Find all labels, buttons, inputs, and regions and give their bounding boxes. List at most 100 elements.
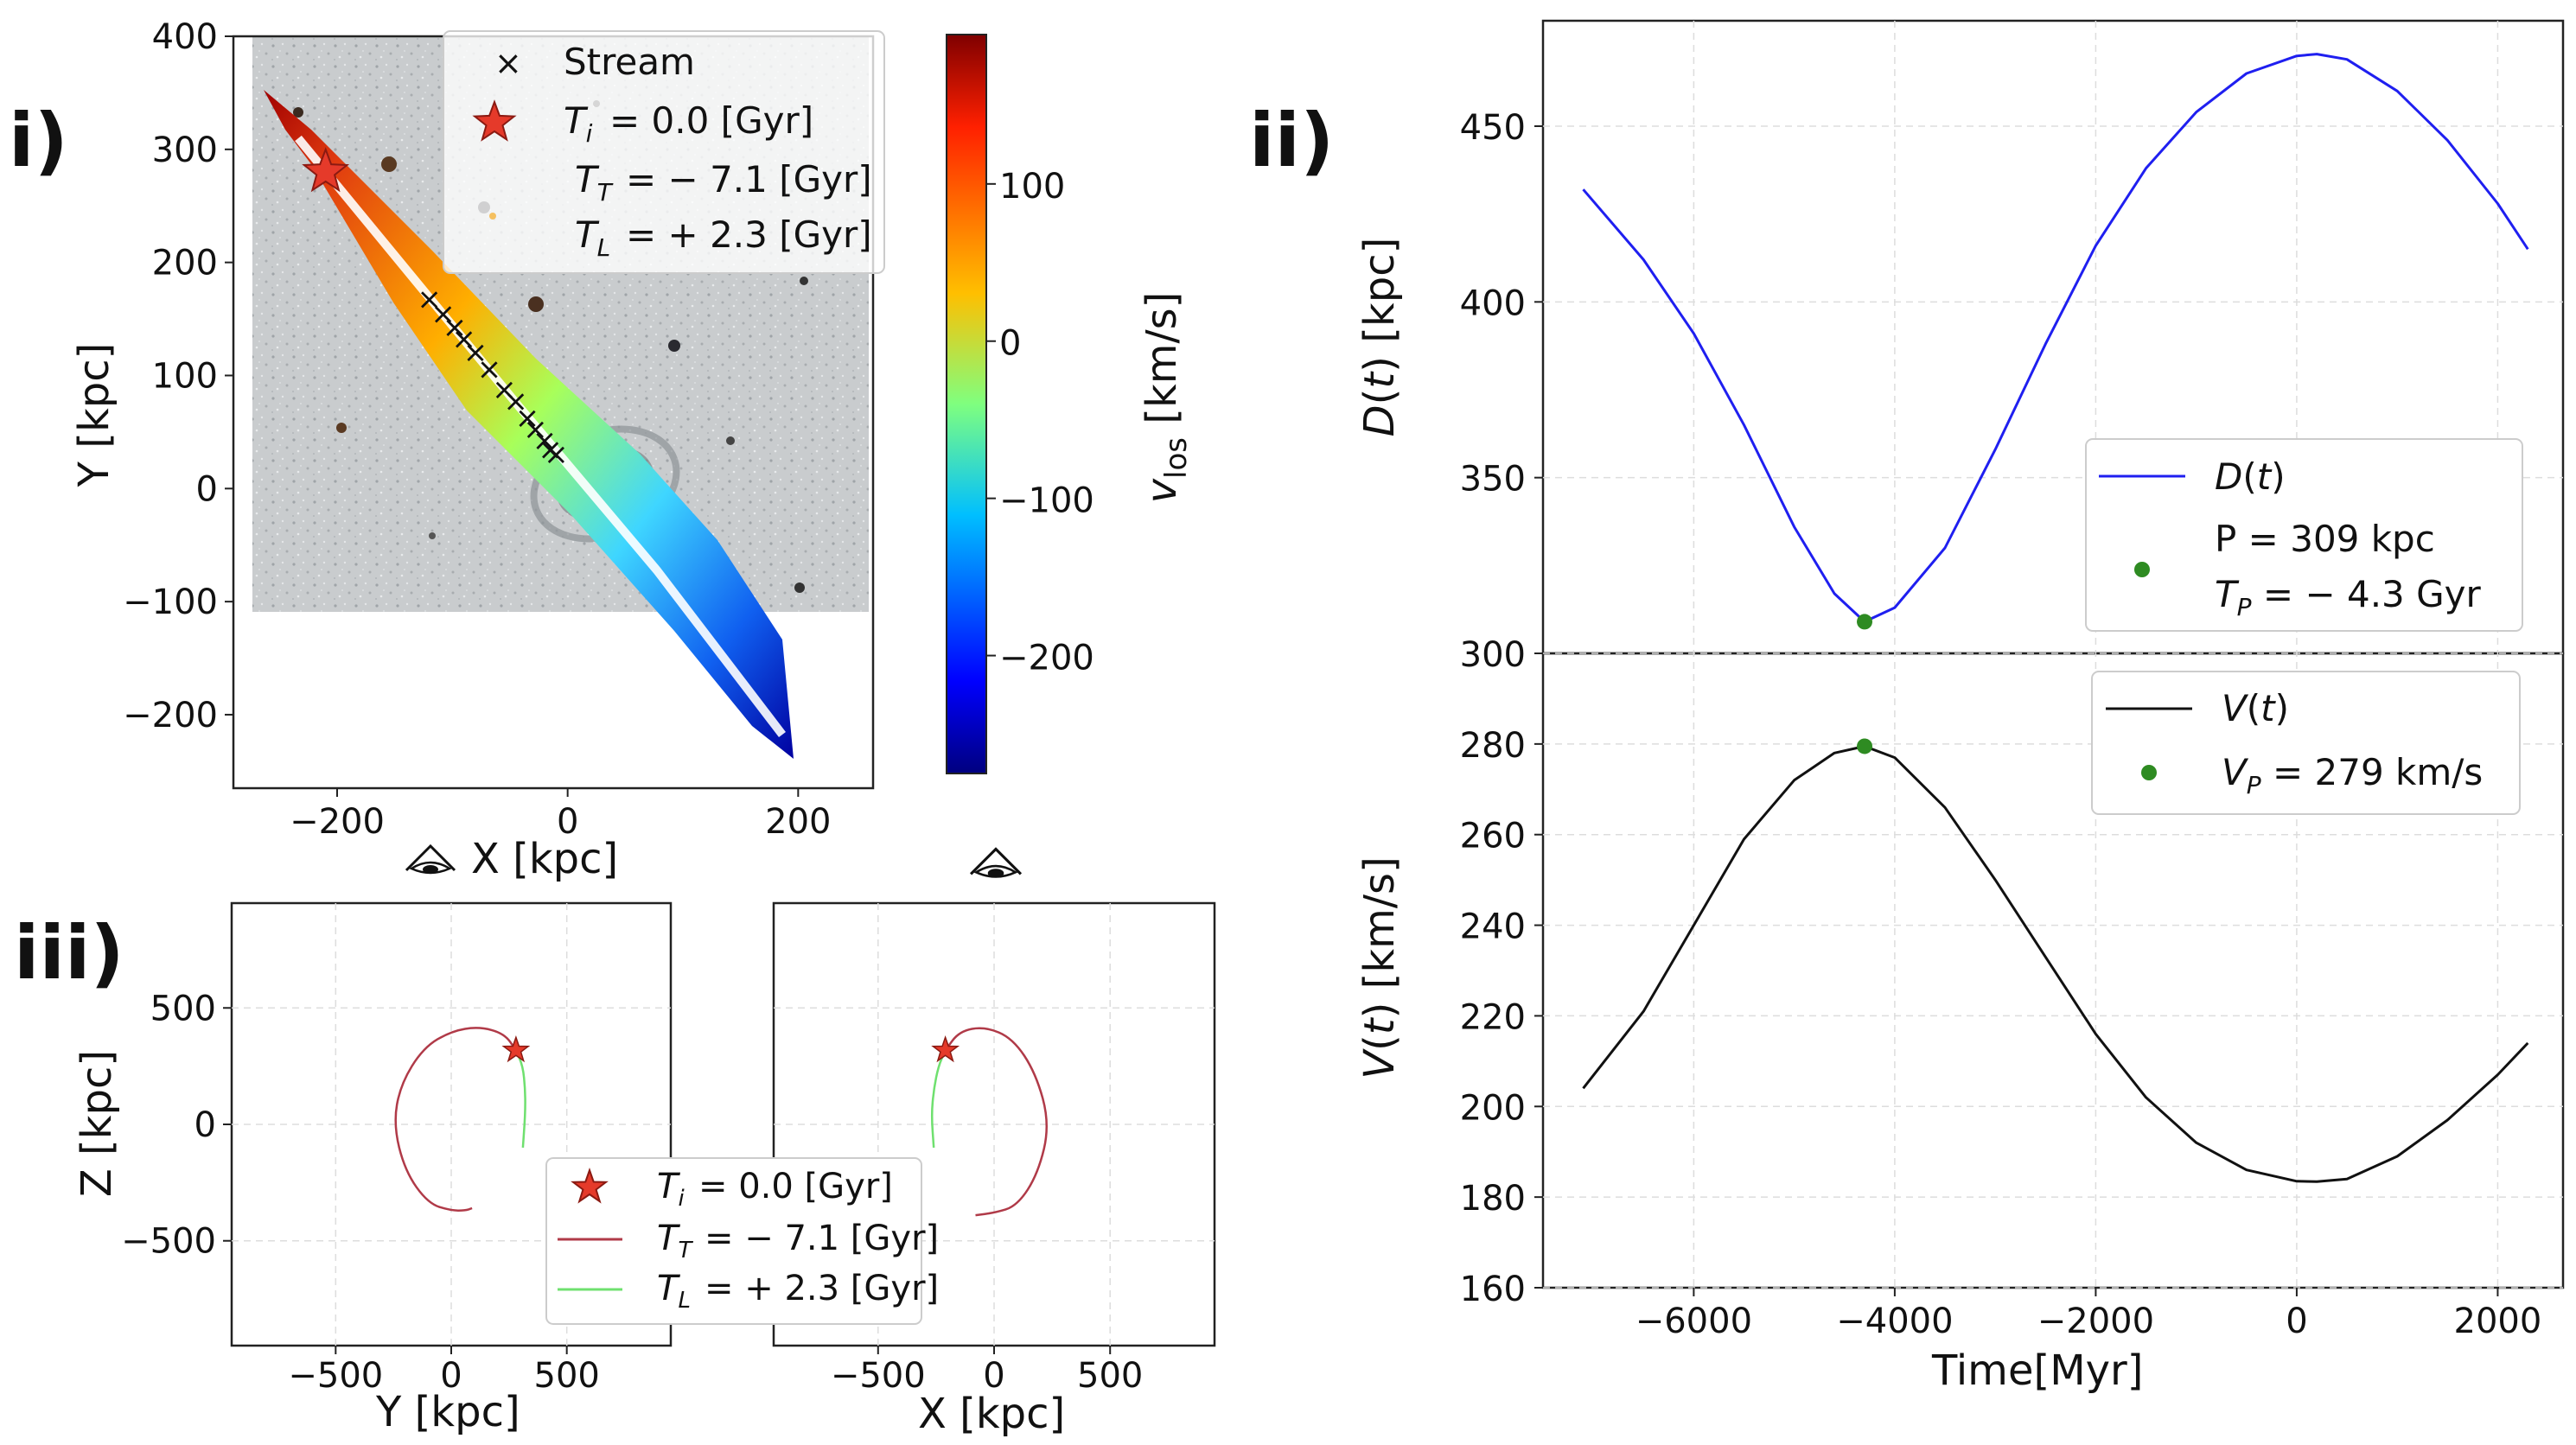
x-tick-label: −4000 (1836, 1302, 1953, 1341)
x-tick-label: 200 (765, 802, 831, 842)
orbit-trail-band (264, 90, 794, 759)
y-tick-label: 200 (1460, 1088, 1526, 1128)
eye-icon (405, 844, 456, 875)
y-tick-label: 500 (150, 989, 216, 1028)
panel-iii-legend: Ti = 0.0 [Gyr] TT = − 7.1 [Gyr] TL = + 2… (545, 1157, 939, 1325)
panel-ii-top-legend: D(t) P = 309 kpc TP = − 4.3 Gyr (2085, 438, 2523, 632)
y-tick-label: 400 (1460, 283, 1526, 323)
x-tick-label: 0 (557, 802, 578, 842)
x-tick-label: 0 (983, 1356, 1004, 1396)
legend-tp-label: TP = − 4.3 Gyr (2215, 573, 2482, 621)
panel-i-ylabel: Y [kpc] (70, 343, 118, 488)
stream-point: × (532, 423, 558, 458)
stream-point: × (538, 433, 563, 468)
stream-point: × (451, 321, 476, 356)
y-tick-label: 0 (196, 469, 218, 509)
eye-icon (969, 847, 1023, 880)
x-tick-label: −500 (831, 1356, 926, 1396)
panel-i-legend: × Stream Ti = 0.0 [Gyr] TT = − 7.1 [Gyr]… (443, 30, 885, 274)
y-tick-label: 180 (1460, 1179, 1526, 1219)
legend-tt-label: = − 7.1 [Gyr] (626, 158, 872, 201)
panel-i-xlabel: X [kpc] (471, 835, 618, 883)
orbit-path-past (394, 1027, 517, 1212)
colorbar-label-main: v (1138, 478, 1186, 503)
y-tick-label: −500 (121, 1222, 216, 1262)
x-tick-label: 500 (1077, 1356, 1143, 1396)
pericenter-marker (1857, 614, 1873, 630)
stream-point: × (443, 310, 468, 345)
stream-point: × (430, 297, 456, 332)
panel-label-ii: ii) (1249, 98, 1334, 184)
x-tick-label: −200 (290, 802, 385, 842)
x-tick-label: 0 (2286, 1302, 2307, 1341)
legend-tt-label: = − 7.1 [Gyr] (705, 1219, 939, 1258)
pericenter-velocity-marker (1857, 738, 1873, 754)
orbit-path-future (514, 1049, 526, 1148)
panel-ii-bottom-ylabel: V(t) [km/s] (1355, 856, 1404, 1079)
panel-ii-top-ylabel: D(t) [kpc] (1355, 238, 1404, 437)
orbit-path-future (930, 1049, 947, 1148)
x-tick-label: 0 (440, 1356, 462, 1396)
y-tick-label: 220 (1460, 997, 1526, 1037)
panel-iii-left-xlabel: Y [kpc] (375, 1388, 520, 1436)
legend-ti-symbol: Ti (657, 1167, 685, 1212)
panel-label-iii: iii) (14, 910, 124, 996)
legend-tl-label: = + 2.3 [Gyr] (626, 213, 872, 256)
colorbar-tick-label: −100 (999, 481, 1094, 521)
y-tick-label: 200 (152, 244, 218, 283)
legend-tl-marker-icon (489, 213, 496, 220)
legend-v-label: V(t) (2222, 687, 2289, 729)
y-tick-label: −200 (123, 696, 218, 735)
distance-curve (1582, 53, 2529, 623)
stream-point: × (523, 412, 548, 447)
x-tick-label: −6000 (1636, 1302, 1752, 1341)
y-tick-label: −100 (123, 582, 218, 622)
legend-star-icon (472, 99, 517, 142)
panel-i-stream-map: ××××××××××××× −200 0 2004003002001000−100−… (70, 17, 1194, 883)
colorbar-label-sub: los (1159, 437, 1194, 479)
y-tick-label: 160 (1460, 1270, 1526, 1309)
y-tick-label: 350 (1460, 460, 1526, 500)
stream-point: × (544, 437, 569, 472)
panel-ii-xlabel: Time[Myr] (1931, 1346, 2143, 1395)
progenitor-star (302, 147, 350, 193)
legend-ti-label: = 0.0 [Gyr] (609, 99, 813, 142)
colorbar-tick-label: 100 (999, 167, 1065, 207)
stream-point: × (463, 335, 488, 370)
colorbar-tick-label: 0 (999, 324, 1021, 364)
x-tick-label: −2000 (2037, 1302, 2154, 1341)
legend-star-icon (571, 1167, 609, 1204)
x-tick-label: 2000 (2454, 1302, 2542, 1341)
legend-ti-label: = 0.0 [Gyr] (698, 1167, 893, 1206)
progenitor-star (931, 1035, 960, 1063)
legend-vp-marker-icon (2141, 765, 2157, 780)
legend-d-label: D(t) (2215, 455, 2286, 498)
panel-ii-time-series: −6000 −4000 −2000 0 2000 300 350 400 450 160 180 20… (1355, 19, 2565, 1395)
stream-legend-marker-icon: × (494, 44, 522, 82)
legend-p-label: P = 309 kpc (2215, 518, 2435, 560)
legend-stream-label: Stream (564, 41, 695, 83)
panel-iii-ylabel: Z [kpc] (73, 1050, 121, 1197)
legend-vp-label: VP = 279 km/s (2222, 751, 2483, 799)
y-tick-label: 240 (1460, 907, 1526, 947)
orbit-path-past (944, 1027, 1048, 1217)
stream-point: × (417, 283, 442, 317)
progenitor-star (501, 1035, 531, 1063)
y-tick-label: 300 (152, 130, 218, 170)
velocity-curve (1582, 745, 2529, 1183)
panel-iii-projections: −500 0 500 500 0 −500 −500 0 500 Z [kpc] Y [kpc]… (73, 847, 1216, 1438)
stream-point: × (477, 353, 502, 387)
y-tick-label: 280 (1460, 726, 1526, 766)
panel-label-i: i) (9, 98, 68, 184)
panel-ii-bottom-legend: V(t) VP = 279 km/s (2091, 671, 2521, 815)
legend-tl-label: = + 2.3 [Gyr] (705, 1269, 939, 1308)
colorbar-label: vlos [km/s] (1138, 292, 1194, 504)
stream-point: × (515, 401, 540, 436)
y-tick-label: 300 (1460, 635, 1526, 675)
panel-iii-right-xlabel: X [kpc] (918, 1390, 1065, 1438)
y-tick-label: 450 (1460, 108, 1526, 148)
legend-d-marker-icon (2134, 562, 2150, 577)
y-tick-label: 260 (1460, 817, 1526, 856)
x-tick-label: −500 (288, 1356, 383, 1396)
